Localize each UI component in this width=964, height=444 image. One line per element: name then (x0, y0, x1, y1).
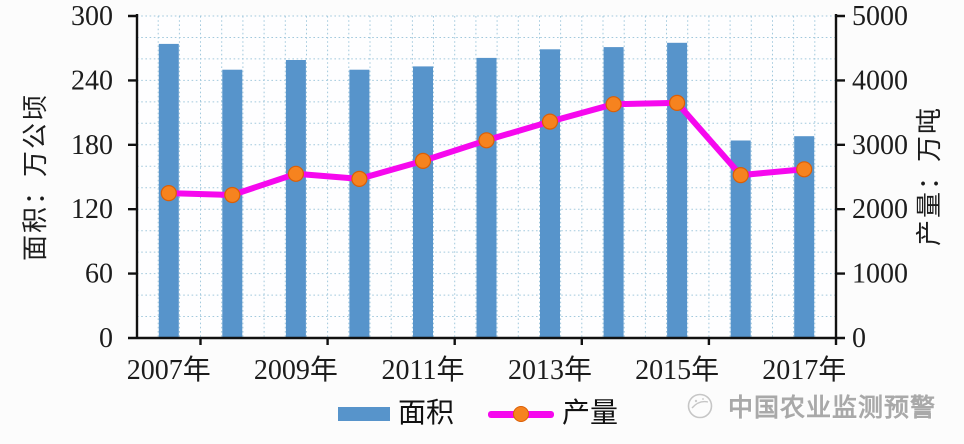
marker-2017年 (796, 161, 813, 178)
bar-2016年 (730, 140, 751, 338)
x-axis-tick-label-2009年: 2009年 (254, 354, 338, 386)
x-axis-tick-label-2013年: 2013年 (508, 354, 592, 386)
combo-chart-canvas: 0601201802403000100020003000400050002007… (21, 1, 944, 386)
right-axis-tick-label-1000: 1000 (852, 259, 908, 290)
left-axis-tick-label-240: 240 (71, 65, 113, 96)
bar-2008年 (222, 69, 243, 338)
bar-2010年 (349, 69, 370, 338)
x-axis-tick-label-2017年: 2017年 (762, 354, 846, 386)
left-axis-tick-label-0: 0 (99, 323, 113, 354)
bar-2017年 (794, 136, 815, 338)
x-axis-tick-label-2011年: 2011年 (382, 354, 465, 386)
left-axis-tick-label-300: 300 (71, 1, 113, 32)
left-axis-tick-label-180: 180 (71, 130, 113, 161)
bar-2009年 (285, 60, 306, 338)
bar-2013年 (540, 49, 560, 339)
marker-2015年 (668, 94, 686, 112)
right-axis-tick-label-0: 0 (852, 323, 866, 354)
axis-tick-marks (128, 14, 845, 345)
left-axis-tick-label-120: 120 (71, 194, 113, 225)
chart-legend: 面积 产量 (338, 399, 618, 429)
marker-2007年 (160, 185, 177, 202)
marker-2011年 (414, 152, 432, 169)
marker-2013年 (541, 113, 559, 130)
watermark-logo-icon (687, 393, 713, 419)
left-axis-tick-label-60: 60 (85, 259, 113, 290)
bar-2014年 (603, 47, 624, 338)
production-legend-swatch-icon (488, 406, 555, 422)
watermark: 中国农业监测预警 (686, 388, 936, 424)
bar-2012年 (476, 57, 497, 339)
right-axis-tick-label-4000: 4000 (852, 65, 908, 96)
area-legend-swatch-icon (338, 407, 390, 421)
right-axis-tick-label-2000: 2000 (852, 194, 908, 225)
axis-lines (135, 14, 838, 340)
watermark-text: 中国农业监测预警 (728, 394, 937, 422)
area-legend-label: 面积 (398, 398, 455, 429)
right-axis-tick-label-5000: 5000 (852, 1, 908, 32)
x-axis-tick-label-2007年: 2007年 (127, 354, 211, 386)
marker-2012年 (478, 132, 495, 149)
marker-2016年 (732, 167, 749, 184)
legend-item-production: 产量 (488, 399, 618, 429)
legend-item-area: 面积 (338, 399, 454, 429)
x-axis-tick-label-2015年: 2015年 (635, 354, 719, 386)
right-axis-tick-label-3000: 3000 (852, 130, 908, 161)
production-legend-marker-icon (513, 406, 530, 422)
bar-2015年 (667, 42, 688, 339)
bar-2011年 (413, 66, 433, 339)
right-axis-title: 产量：万吨 (915, 106, 944, 246)
left-axis-title: 面积：万公顷 (21, 93, 50, 261)
marker-2008年 (224, 186, 241, 204)
marker-2010年 (351, 170, 368, 187)
production-legend-label: 产量 (562, 398, 619, 429)
marker-2009年 (287, 165, 304, 182)
marker-2014年 (605, 96, 622, 113)
